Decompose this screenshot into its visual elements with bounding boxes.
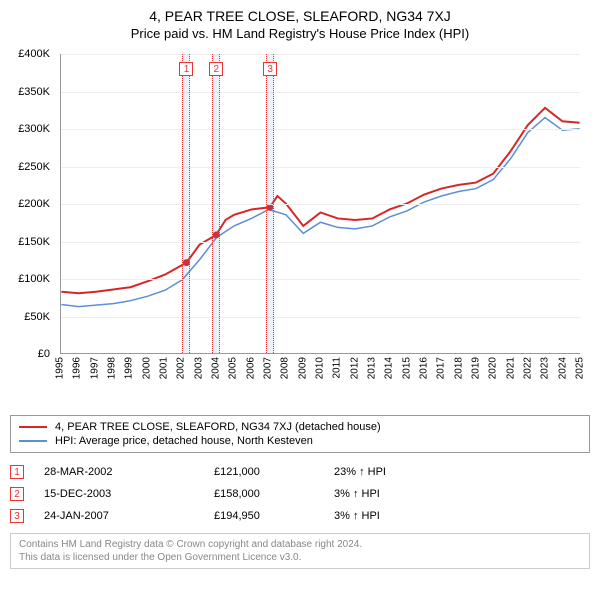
x-axis-label: 2017 bbox=[436, 357, 447, 379]
sale-hpi-diff: 3% ↑ HPI bbox=[334, 488, 454, 500]
legend-item: 4, PEAR TREE CLOSE, SLEAFORD, NG34 7XJ (… bbox=[19, 420, 581, 434]
attribution-footer: Contains HM Land Registry data © Crown c… bbox=[10, 533, 590, 569]
legend-swatch bbox=[19, 426, 47, 428]
x-axis-label: 2014 bbox=[384, 357, 395, 379]
y-axis-label: £50K bbox=[0, 311, 50, 323]
legend-label: HPI: Average price, detached house, Nort… bbox=[55, 435, 313, 447]
sale-event-marker: 2 bbox=[209, 62, 223, 76]
x-axis-label: 2010 bbox=[315, 357, 326, 379]
x-axis-label: 2008 bbox=[280, 357, 291, 379]
legend-label: 4, PEAR TREE CLOSE, SLEAFORD, NG34 7XJ (… bbox=[55, 421, 381, 433]
chart-container: 4, PEAR TREE CLOSE, SLEAFORD, NG34 7XJ P… bbox=[0, 0, 600, 577]
x-axis-label: 2005 bbox=[228, 357, 239, 379]
x-axis-label: 2012 bbox=[349, 357, 360, 379]
sale-event-marker: 1 bbox=[179, 62, 193, 76]
sale-hpi-diff: 23% ↑ HPI bbox=[334, 466, 454, 478]
sale-event-band bbox=[182, 54, 190, 353]
x-axis-label: 2000 bbox=[141, 357, 152, 379]
footer-line-1: Contains HM Land Registry data © Crown c… bbox=[19, 538, 581, 551]
y-axis-label: £100K bbox=[0, 273, 50, 285]
sale-number-box: 3 bbox=[10, 509, 24, 523]
legend-box: 4, PEAR TREE CLOSE, SLEAFORD, NG34 7XJ (… bbox=[10, 415, 590, 453]
chart-subtitle: Price paid vs. HM Land Registry's House … bbox=[10, 26, 590, 41]
x-axis-label: 2022 bbox=[523, 357, 534, 379]
gridline bbox=[61, 54, 580, 55]
y-axis-label: £150K bbox=[0, 236, 50, 248]
gridline bbox=[61, 129, 580, 130]
x-axis-label: 2020 bbox=[488, 357, 499, 379]
sale-event-band bbox=[212, 54, 220, 353]
sale-price: £194,950 bbox=[214, 510, 334, 522]
y-axis-label: £0 bbox=[0, 348, 50, 360]
x-axis-label: 2003 bbox=[193, 357, 204, 379]
x-axis-label: 2013 bbox=[367, 357, 378, 379]
x-axis-label: 2002 bbox=[176, 357, 187, 379]
x-axis-label: 2006 bbox=[245, 357, 256, 379]
x-axis-label: 2016 bbox=[419, 357, 430, 379]
gridline bbox=[61, 167, 580, 168]
sales-table: 1 28-MAR-2002£121,00023% ↑ HPI 2 15-DEC-200… bbox=[10, 461, 590, 527]
x-axis-ticks: 1995199619971998199920002001200220032004… bbox=[60, 357, 580, 407]
footer-line-2: This data is licensed under the Open Gov… bbox=[19, 551, 581, 564]
y-axis-label: £350K bbox=[0, 86, 50, 98]
x-axis-label: 1998 bbox=[107, 357, 118, 379]
gridline bbox=[61, 92, 580, 93]
y-axis-label: £300K bbox=[0, 123, 50, 135]
sale-date: 28-MAR-2002 bbox=[44, 466, 214, 478]
sale-row: 2 15-DEC-2003£158,0003% ↑ HPI bbox=[10, 483, 590, 505]
x-axis-label: 1996 bbox=[72, 357, 83, 379]
sale-number-box: 2 bbox=[10, 487, 24, 501]
gridline bbox=[61, 279, 580, 280]
x-axis-label: 2011 bbox=[332, 357, 343, 379]
sale-row: 3 24-JAN-2007£194,9503% ↑ HPI bbox=[10, 505, 590, 527]
legend-swatch bbox=[19, 440, 47, 442]
sale-event-band bbox=[266, 54, 274, 353]
x-axis-label: 2024 bbox=[557, 357, 568, 379]
x-axis-label: 1999 bbox=[124, 357, 135, 379]
chart-title: 4, PEAR TREE CLOSE, SLEAFORD, NG34 7XJ bbox=[10, 8, 590, 24]
y-axis-label: £400K bbox=[0, 48, 50, 60]
x-axis-label: 2015 bbox=[401, 357, 412, 379]
x-axis-label: 1995 bbox=[55, 357, 66, 379]
x-axis-label: 2021 bbox=[505, 357, 516, 379]
y-axis-label: £250K bbox=[0, 161, 50, 173]
x-axis-label: 2018 bbox=[453, 357, 464, 379]
x-axis-label: 2019 bbox=[471, 357, 482, 379]
y-axis-label: £200K bbox=[0, 198, 50, 210]
legend-item: HPI: Average price, detached house, Nort… bbox=[19, 434, 581, 448]
gridline bbox=[61, 204, 580, 205]
sale-hpi-diff: 3% ↑ HPI bbox=[334, 510, 454, 522]
sale-number-box: 1 bbox=[10, 465, 24, 479]
x-axis-label: 2004 bbox=[211, 357, 222, 379]
x-axis-label: 2025 bbox=[575, 357, 586, 379]
gridline bbox=[61, 242, 580, 243]
sale-date: 24-JAN-2007 bbox=[44, 510, 214, 522]
sale-event-marker: 3 bbox=[263, 62, 277, 76]
chart-area: 1 2 3 1995 1996 1997 1998 1999 2000 2001 2002 2003… bbox=[10, 49, 590, 409]
x-axis-label: 2023 bbox=[540, 357, 551, 379]
sale-date: 15-DEC-2003 bbox=[44, 488, 214, 500]
sale-row: 1 28-MAR-2002£121,00023% ↑ HPI bbox=[10, 461, 590, 483]
x-axis-label: 1997 bbox=[89, 357, 100, 379]
series-line bbox=[61, 108, 579, 293]
x-axis-label: 2007 bbox=[263, 357, 274, 379]
sale-price: £121,000 bbox=[214, 466, 334, 478]
plot-area: 1 2 3 bbox=[60, 54, 580, 354]
gridline bbox=[61, 317, 580, 318]
x-axis-label: 2001 bbox=[159, 357, 170, 379]
x-axis-label: 2009 bbox=[297, 357, 308, 379]
sale-price: £158,000 bbox=[214, 488, 334, 500]
